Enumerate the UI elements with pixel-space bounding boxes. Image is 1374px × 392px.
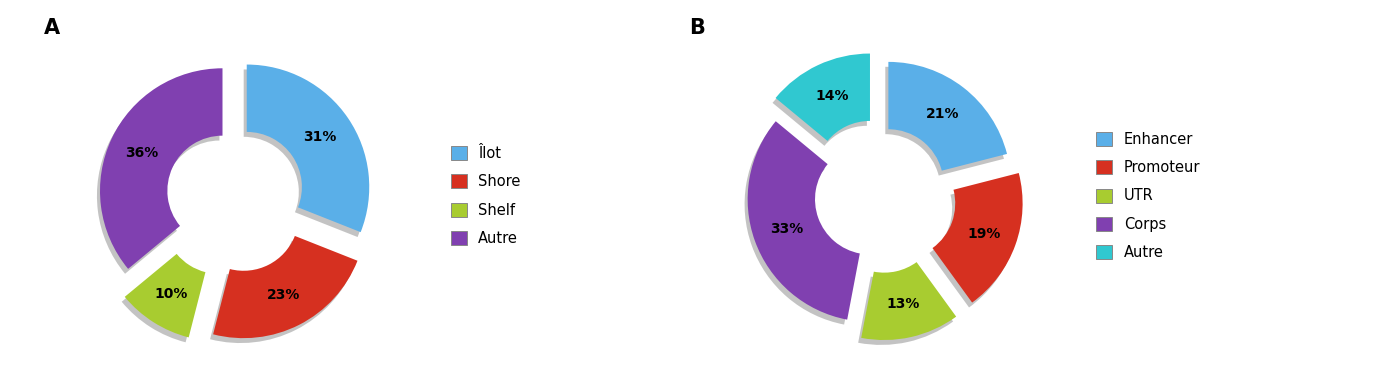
Text: 36%: 36% [125, 146, 159, 160]
Wedge shape [861, 262, 956, 340]
Wedge shape [885, 67, 1004, 176]
Wedge shape [213, 236, 357, 338]
Wedge shape [775, 54, 870, 141]
Wedge shape [122, 259, 202, 342]
Legend: Îlot, Shore, Shelf, Autre: Îlot, Shore, Shelf, Autre [445, 140, 526, 252]
Text: B: B [690, 18, 705, 38]
Text: 19%: 19% [967, 227, 1000, 241]
Text: 23%: 23% [267, 288, 301, 302]
Wedge shape [747, 121, 860, 319]
Text: 21%: 21% [926, 107, 959, 121]
Wedge shape [889, 62, 1007, 171]
Wedge shape [243, 69, 367, 237]
Text: 31%: 31% [304, 130, 337, 144]
Wedge shape [772, 58, 867, 146]
Text: 10%: 10% [155, 287, 188, 301]
Text: 14%: 14% [815, 89, 849, 103]
Wedge shape [98, 73, 220, 274]
Text: 13%: 13% [886, 297, 921, 311]
Wedge shape [933, 173, 1022, 303]
Legend: Enhancer, Promoteur, UTR, Corps, Autre: Enhancer, Promoteur, UTR, Corps, Autre [1091, 126, 1206, 266]
Wedge shape [210, 241, 354, 343]
Wedge shape [125, 254, 206, 338]
Text: A: A [44, 18, 60, 38]
Wedge shape [745, 126, 857, 325]
Wedge shape [100, 68, 223, 269]
Text: 33%: 33% [769, 222, 804, 236]
Wedge shape [247, 65, 370, 232]
Wedge shape [859, 267, 954, 345]
Wedge shape [929, 178, 1020, 307]
